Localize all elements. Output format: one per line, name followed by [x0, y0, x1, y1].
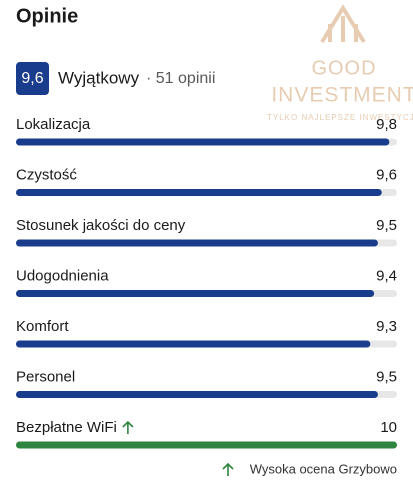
score-value: 9,5: [376, 217, 397, 234]
watermark: GOOD INVESTMENT TYLKO NAJLEPSZE INWESTYC…: [267, 4, 413, 122]
rating-word: Wyjątkowy: [58, 68, 140, 87]
score-bar: [16, 239, 378, 247]
score-label: Bezpłatne WiFi: [16, 419, 117, 436]
score-bar: [16, 441, 397, 449]
score-value: 9,8: [376, 116, 397, 133]
title: Opinie: [16, 5, 78, 27]
score-value: 9,6: [376, 166, 397, 183]
review-count[interactable]: · 51 opinii: [146, 70, 215, 87]
score-label: Personel: [16, 368, 75, 385]
score-bar: [16, 138, 390, 146]
up-arrow: [122, 420, 134, 434]
score-value: 10: [380, 419, 397, 436]
score-label: Lokalizacja: [16, 116, 91, 133]
score-bar: [16, 391, 378, 398]
watermark-logo: [320, 4, 366, 44]
score-label: Stosunek jakości do ceny: [16, 217, 186, 234]
score-label: Udogodnienia: [16, 267, 109, 284]
watermark-text: GOOD: [311, 57, 376, 79]
score-bar: [16, 189, 382, 196]
footer-note: Wysoka ocena Grzybowo: [250, 461, 397, 476]
footer-arrow: [222, 462, 234, 476]
badge-score: 9,6: [21, 70, 43, 87]
score-label: Komfort: [16, 318, 69, 335]
score-bar: [16, 340, 371, 348]
score-label: Czystość: [16, 166, 77, 183]
score-badge: [16, 62, 49, 95]
score-value: 9,4: [376, 267, 397, 284]
watermark-tagline: TYLKO NAJLEPSZE INWESTYCJE: [267, 113, 413, 122]
score-value: 9,5: [376, 368, 397, 385]
score-bar: [16, 290, 375, 297]
score-list: Lokalizacja 9,8 Czystość 9,6 Stosunek jakośc…: [16, 116, 397, 449]
score-value: 9,3: [376, 318, 397, 335]
watermark-text: INVESTMENT: [271, 84, 413, 107]
